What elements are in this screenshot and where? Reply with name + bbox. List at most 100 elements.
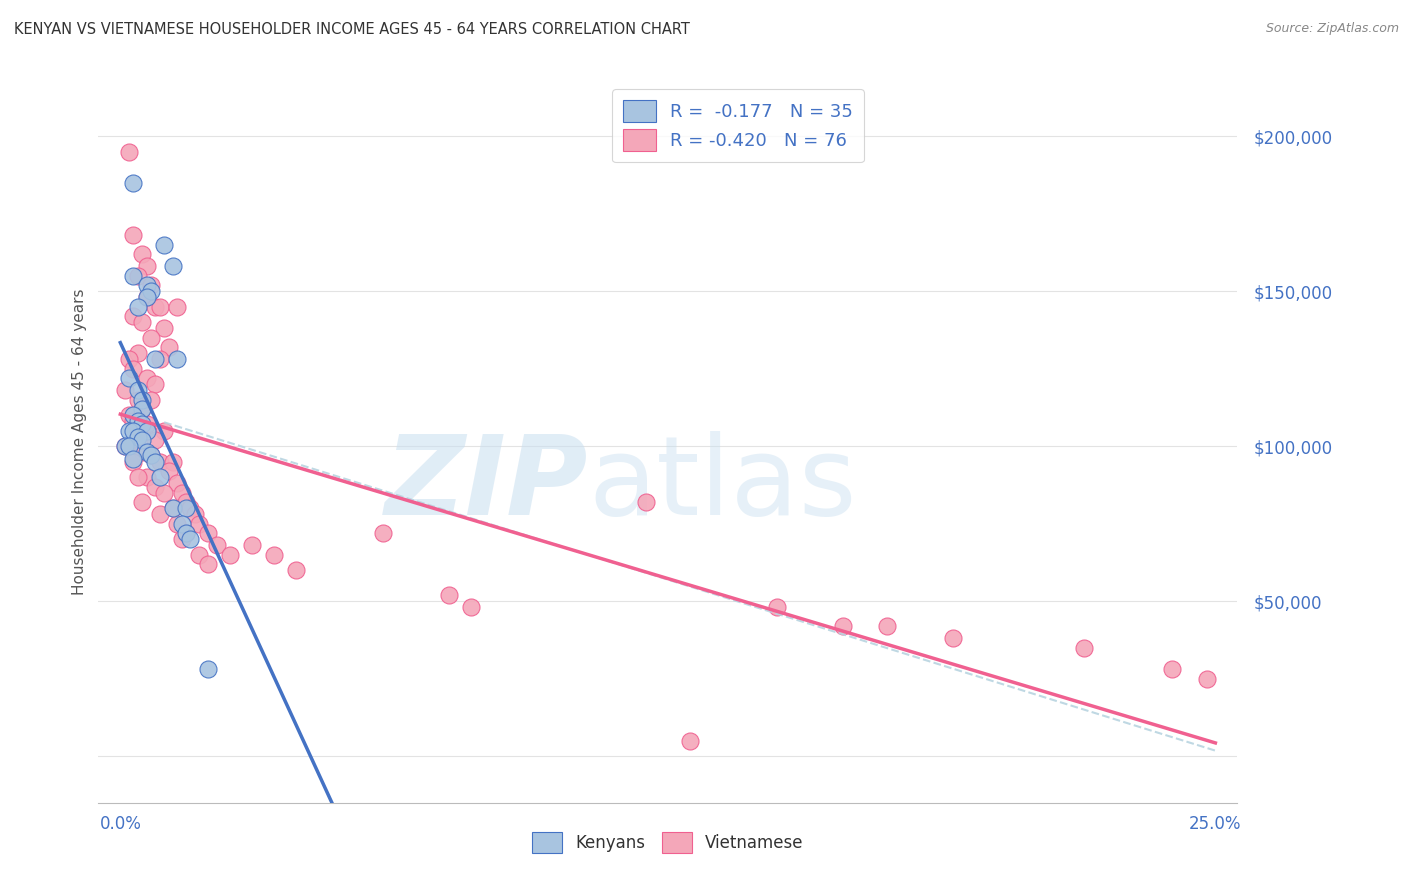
Point: [437, 588, 460, 602]
Point: [162, 501, 184, 516]
Point: [114, 439, 136, 453]
Point: [149, 508, 172, 522]
Point: [166, 300, 188, 314]
Point: [766, 600, 789, 615]
Point: [149, 352, 172, 367]
Point: [114, 384, 136, 398]
Point: [284, 563, 307, 577]
Point: [145, 433, 167, 447]
Point: [166, 352, 188, 367]
Point: [1195, 672, 1218, 686]
Point: [145, 352, 167, 367]
Point: [127, 414, 149, 428]
Point: [149, 455, 172, 469]
Point: [131, 401, 153, 416]
Point: [153, 485, 176, 500]
Point: [197, 557, 219, 571]
Legend: Kenyans, Vietnamese: Kenyans, Vietnamese: [526, 826, 810, 860]
Point: [139, 449, 162, 463]
Point: [131, 495, 153, 509]
Point: [127, 470, 149, 484]
Point: [131, 433, 153, 447]
Point: [179, 533, 201, 547]
Point: [122, 414, 145, 428]
Point: [162, 455, 184, 469]
Point: [679, 733, 702, 747]
Point: [157, 464, 180, 478]
Point: [131, 315, 153, 329]
Point: [157, 340, 180, 354]
Text: ZIP: ZIP: [385, 432, 588, 539]
Point: [218, 548, 240, 562]
Point: [118, 439, 141, 453]
Point: [179, 501, 201, 516]
Point: [188, 516, 211, 531]
Point: [139, 277, 162, 292]
Point: [122, 408, 145, 422]
Point: [127, 268, 149, 283]
Point: [371, 526, 394, 541]
Point: [135, 277, 157, 292]
Point: [118, 424, 141, 438]
Point: [153, 424, 176, 438]
Point: [205, 538, 228, 552]
Point: [162, 501, 184, 516]
Point: [197, 663, 219, 677]
Point: [162, 260, 184, 274]
Point: [135, 260, 157, 274]
Point: [145, 300, 167, 314]
Point: [122, 228, 145, 243]
Point: [876, 619, 898, 633]
Point: [122, 268, 145, 283]
Point: [127, 346, 149, 360]
Point: [118, 408, 141, 422]
Point: [942, 632, 965, 646]
Point: [184, 508, 207, 522]
Point: [153, 321, 176, 335]
Point: [174, 501, 197, 516]
Point: [118, 145, 141, 159]
Point: [114, 439, 136, 453]
Point: [174, 495, 197, 509]
Point: [634, 495, 657, 509]
Point: [135, 424, 157, 438]
Point: [174, 526, 197, 541]
Text: atlas: atlas: [588, 432, 856, 539]
Point: [135, 371, 157, 385]
Point: [131, 392, 153, 407]
Point: [145, 455, 167, 469]
Point: [127, 392, 149, 407]
Point: [118, 439, 141, 453]
Point: [263, 548, 285, 562]
Point: [127, 424, 149, 438]
Text: Source: ZipAtlas.com: Source: ZipAtlas.com: [1265, 22, 1399, 36]
Point: [131, 247, 153, 261]
Point: [122, 451, 145, 466]
Point: [127, 300, 149, 314]
Point: [122, 424, 145, 438]
Point: [118, 352, 141, 367]
Point: [170, 533, 193, 547]
Point: [122, 309, 145, 323]
Point: [122, 455, 145, 469]
Point: [153, 237, 176, 252]
Point: [131, 401, 153, 416]
Point: [166, 516, 188, 531]
Point: [1073, 640, 1095, 655]
Point: [139, 284, 162, 298]
Point: [131, 417, 153, 432]
Point: [127, 430, 149, 444]
Point: [188, 548, 211, 562]
Point: [135, 417, 157, 432]
Point: [145, 479, 167, 493]
Point: [149, 300, 172, 314]
Point: [170, 516, 193, 531]
Point: [170, 485, 193, 500]
Point: [145, 377, 167, 392]
Point: [127, 384, 149, 398]
Point: [135, 290, 157, 304]
Point: [122, 176, 145, 190]
Point: [135, 445, 157, 459]
Point: [135, 470, 157, 484]
Point: [135, 290, 157, 304]
